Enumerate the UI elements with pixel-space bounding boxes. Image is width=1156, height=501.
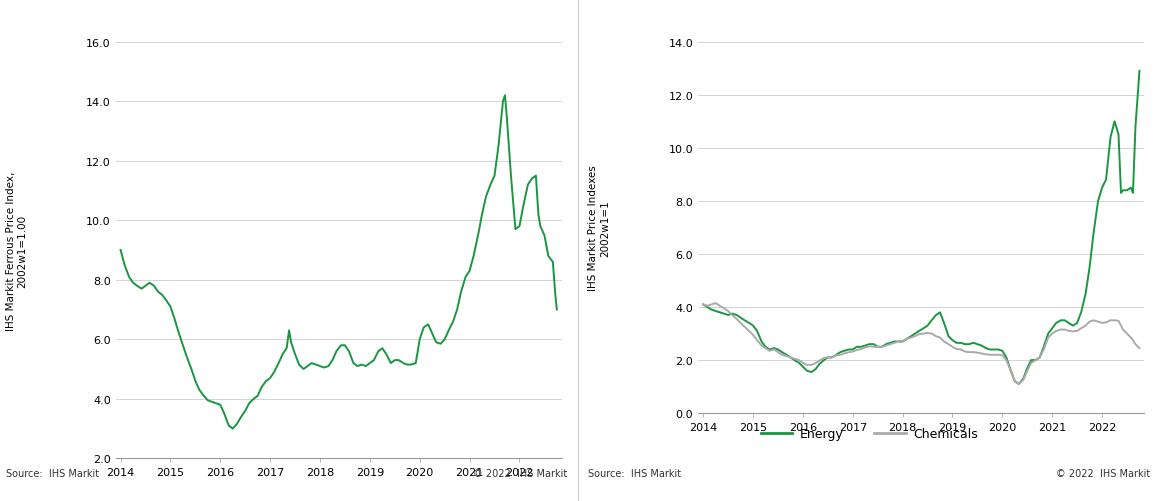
Text: IHS Markit Price Indexes
2002w1=1: IHS Markit Price Indexes 2002w1=1 xyxy=(588,165,610,291)
Text: © 2022  IHS Markit: © 2022 IHS Markit xyxy=(1057,468,1150,478)
Energy xyxy=(768,346,781,352)
Energy xyxy=(696,302,710,308)
Text: © 2022  IHS Markit: © 2022 IHS Markit xyxy=(474,468,568,478)
Text: Ferrous prices: Ferrous prices xyxy=(7,17,125,32)
Text: IHS Markit Ferrous Price Index,
2002w1=1.00: IHS Markit Ferrous Price Index, 2002w1=1… xyxy=(6,171,28,330)
Energy xyxy=(742,320,756,326)
Chemicals xyxy=(709,301,722,307)
Line: Chemicals: Chemicals xyxy=(703,304,1140,384)
Legend: Energy, Chemicals: Energy, Chemicals xyxy=(756,422,983,445)
Text: Source:  IHS Markit: Source: IHS Markit xyxy=(588,468,682,478)
Energy xyxy=(1012,381,1025,387)
Energy xyxy=(1083,265,1097,271)
Chemicals xyxy=(1095,320,1109,326)
Chemicals xyxy=(746,332,759,338)
Chemicals xyxy=(909,334,922,340)
Text: Source:  IHS Markit: Source: IHS Markit xyxy=(6,468,99,478)
Text: Energy and chemicals: Energy and chemicals xyxy=(590,17,770,32)
Energy xyxy=(1128,124,1142,130)
Chemicals xyxy=(1087,318,1101,324)
Chemicals xyxy=(771,349,785,355)
Chemicals xyxy=(1012,381,1025,387)
Chemicals xyxy=(1133,346,1147,352)
Chemicals xyxy=(1058,327,1072,333)
Line: Energy: Energy xyxy=(703,72,1140,384)
Chemicals xyxy=(696,302,710,308)
Energy xyxy=(1054,318,1068,324)
Energy xyxy=(1133,69,1147,75)
Energy xyxy=(904,334,918,340)
